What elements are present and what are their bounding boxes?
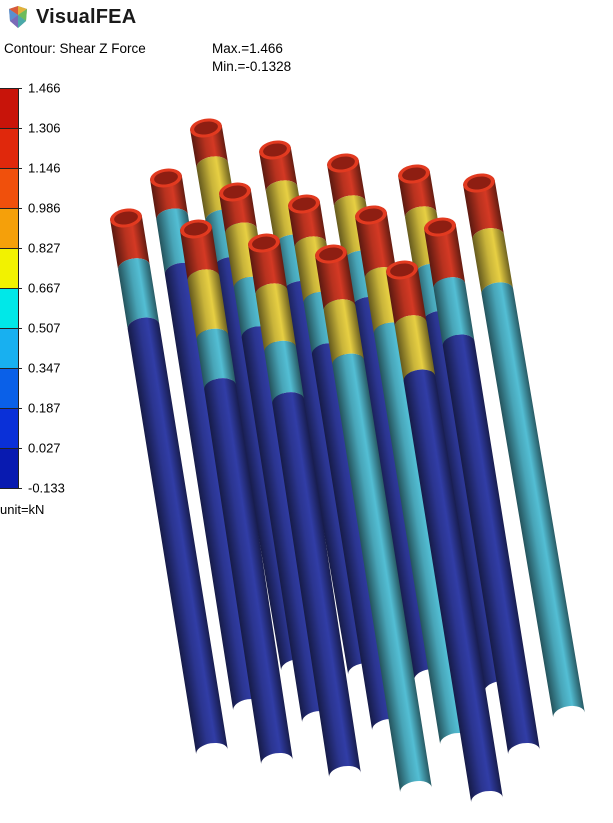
legend-label: 1.466 bbox=[28, 80, 61, 96]
legend-tick bbox=[18, 128, 22, 129]
pile-band bbox=[332, 353, 432, 793]
pile-band bbox=[323, 299, 365, 366]
pile-band bbox=[481, 282, 585, 718]
pile-top-hole bbox=[114, 211, 138, 225]
legend-label: 0.027 bbox=[28, 440, 61, 456]
legend-tick bbox=[18, 328, 22, 329]
pile-band bbox=[127, 317, 228, 755]
pile-15[interactable] bbox=[385, 258, 503, 803]
pile-11[interactable] bbox=[109, 206, 228, 755]
legend-tick bbox=[18, 448, 22, 449]
pile-top-hole bbox=[292, 197, 316, 211]
legend-band bbox=[0, 208, 19, 249]
legend-label: 1.306 bbox=[28, 120, 61, 136]
pile-top-hole bbox=[402, 167, 426, 181]
legend-band bbox=[0, 328, 19, 369]
app-header: VisualFEA bbox=[6, 4, 136, 30]
pile-top-hole bbox=[184, 222, 208, 236]
legend-label: 0.986 bbox=[28, 200, 61, 216]
app-title: VisualFEA bbox=[36, 5, 137, 28]
pile-top-hole bbox=[359, 208, 383, 222]
pile-band bbox=[196, 328, 236, 390]
visualfea-logo-icon bbox=[9, 6, 27, 28]
legend-band bbox=[0, 288, 19, 329]
pile-top-hole bbox=[154, 171, 178, 185]
unit-label: unit=kN bbox=[0, 502, 45, 517]
pile-top-hole bbox=[263, 143, 287, 157]
pile-band bbox=[394, 315, 436, 382]
legend-label: 1.146 bbox=[28, 160, 61, 176]
legend-band bbox=[0, 248, 19, 289]
legend-tick bbox=[18, 88, 22, 89]
legend-label: 0.667 bbox=[28, 280, 61, 296]
legend-band bbox=[0, 368, 19, 409]
pile-band bbox=[442, 334, 540, 755]
pile-12[interactable] bbox=[179, 217, 293, 765]
pile-5[interactable] bbox=[462, 171, 585, 718]
pile-band bbox=[264, 340, 304, 404]
pile-band bbox=[472, 228, 514, 295]
pile-band bbox=[272, 392, 361, 778]
pile-13[interactable] bbox=[247, 231, 361, 778]
legend-label: 0.827 bbox=[28, 240, 61, 256]
legend-tick bbox=[18, 168, 22, 169]
legend-band bbox=[0, 88, 19, 129]
pile-band bbox=[204, 378, 293, 765]
legend-tick bbox=[18, 368, 22, 369]
pile-band bbox=[118, 258, 160, 330]
legend-tick bbox=[18, 488, 22, 489]
pile-top-hole bbox=[223, 185, 247, 199]
pile-10[interactable] bbox=[423, 215, 540, 755]
pile-band bbox=[403, 369, 503, 803]
pile-top-hole bbox=[428, 220, 452, 234]
legend-band bbox=[0, 128, 19, 169]
color-legend: 1.466 1.306 1.146 0.986 0.827 0.667 0.507 0.347… bbox=[0, 0, 80, 540]
pile-top-hole bbox=[319, 247, 343, 261]
pile-top-hole bbox=[252, 236, 276, 250]
pile-band bbox=[255, 283, 297, 353]
legend-tick bbox=[18, 288, 22, 289]
min-value-label: Min.=-0.1328 bbox=[212, 59, 292, 74]
pile-top-hole bbox=[390, 263, 414, 277]
legend-label: 0.347 bbox=[28, 360, 61, 376]
contour-label: Contour: Shear Z Force bbox=[4, 41, 146, 56]
pile-band bbox=[433, 277, 475, 347]
legend-band bbox=[0, 408, 19, 449]
pile-band bbox=[187, 269, 229, 341]
max-value-label: Max.=1.466 bbox=[212, 41, 283, 56]
pile-top-hole bbox=[467, 176, 491, 190]
legend-label: -0.133 bbox=[28, 480, 65, 496]
legend-label: 0.187 bbox=[28, 400, 61, 416]
pile-14[interactable] bbox=[314, 242, 432, 793]
legend-tick bbox=[18, 408, 22, 409]
legend-band bbox=[0, 448, 19, 489]
legend-band bbox=[0, 168, 19, 209]
pile-top-hole bbox=[194, 121, 218, 135]
legend-tick bbox=[18, 208, 22, 209]
legend-label: 0.507 bbox=[28, 320, 61, 336]
pile-top-hole bbox=[331, 156, 355, 170]
legend-tick bbox=[18, 248, 22, 249]
